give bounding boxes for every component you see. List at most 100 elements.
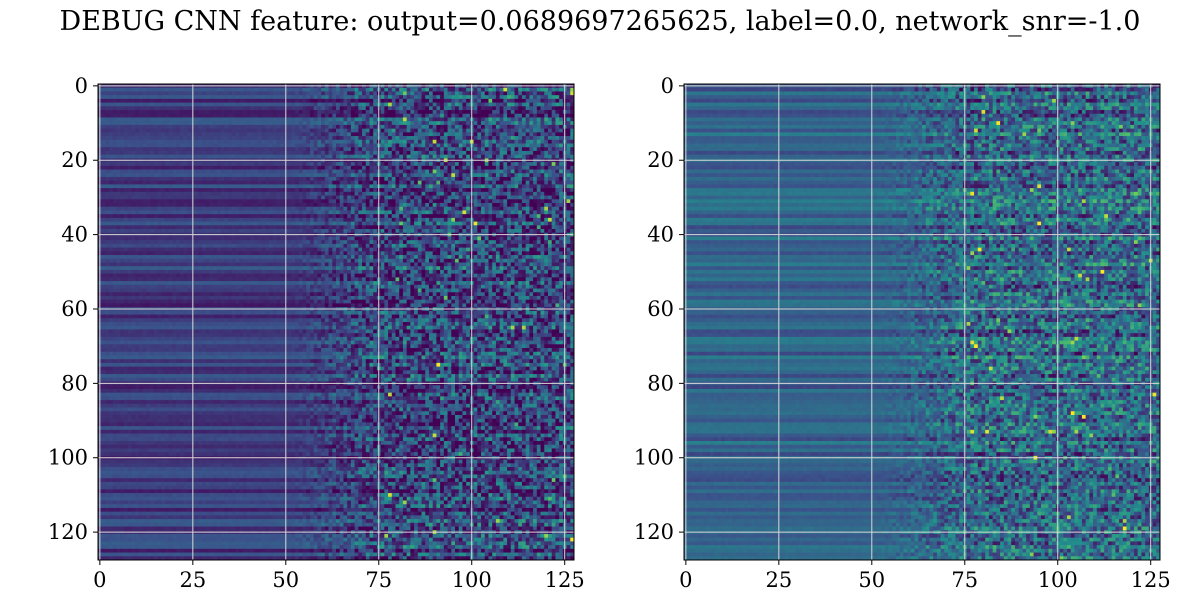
- heatmap-cell: [321, 154, 326, 159]
- heatmap-cell: [358, 173, 363, 178]
- heatmap-cell: [142, 184, 147, 189]
- heatmap-cell: [507, 221, 512, 226]
- heatmap-cell: [309, 199, 315, 204]
- heatmap-cell: [257, 180, 263, 185]
- heatmap-cell: [566, 195, 571, 200]
- heatmap-cell: [209, 165, 214, 170]
- heatmap-cell: [287, 102, 292, 107]
- heatmap-cell: [510, 150, 515, 156]
- heatmap-cell: [336, 132, 341, 137]
- heatmap-cell: [521, 206, 527, 211]
- heatmap-cell: [510, 162, 515, 167]
- heatmap-cell: [324, 191, 329, 196]
- heatmap-cell: [570, 117, 575, 122]
- heatmap-cell: [209, 210, 214, 215]
- heatmap-cell: [466, 143, 471, 148]
- heatmap-cell: [350, 162, 355, 167]
- heatmap-cell: [551, 143, 556, 148]
- heatmap-cell: [473, 117, 478, 122]
- heatmap-cell: [507, 176, 512, 182]
- heatmap-cell: [161, 191, 166, 196]
- heatmap-cell: [243, 91, 248, 96]
- heatmap-cell: [291, 188, 296, 193]
- heatmap-cell: [414, 139, 419, 144]
- heatmap-cell: [176, 225, 181, 230]
- heatmap-cell: [540, 184, 545, 189]
- heatmap-cell: [481, 221, 486, 226]
- heatmap-cell: [507, 110, 512, 115]
- heatmap-cell: [514, 132, 519, 137]
- heatmap-cell: [120, 221, 125, 226]
- heatmap-cell: [451, 143, 456, 148]
- heatmap-cell: [280, 214, 285, 219]
- heatmap-cell: [124, 169, 129, 174]
- heatmap-cell: [402, 150, 408, 156]
- heatmap-cell: [202, 147, 207, 152]
- heatmap-cell: [239, 147, 244, 152]
- heatmap-cell: [443, 106, 448, 111]
- heatmap-cell: [336, 147, 341, 152]
- heatmap-cell: [254, 124, 259, 130]
- heatmap-cell: [224, 139, 229, 144]
- heatmap-cell: [116, 165, 121, 170]
- heatmap-cell: [473, 199, 478, 204]
- heatmap-cell: [432, 95, 437, 100]
- heatmap-cell: [101, 136, 106, 141]
- heatmap-cell: [481, 225, 486, 230]
- heatmap-cell: [518, 139, 523, 144]
- heatmap-cell: [525, 132, 530, 137]
- heatmap-cell: [566, 87, 571, 92]
- heatmap-cell: [302, 128, 307, 133]
- heatmap-cell: [518, 169, 523, 174]
- heatmap-cell: [495, 214, 501, 219]
- heatmap-cell: [131, 221, 136, 226]
- heatmap-cell: [138, 214, 144, 219]
- heatmap-cell: [309, 184, 315, 189]
- heatmap-cell: [194, 106, 199, 111]
- heatmap-cell: [101, 210, 106, 215]
- heatmap-cell: [414, 136, 419, 141]
- heatmap-cell: [280, 191, 285, 196]
- heatmap-cell: [328, 128, 333, 133]
- heatmap-cell: [183, 113, 188, 118]
- heatmap-cell: [362, 191, 367, 196]
- heatmap-cell: [566, 95, 571, 100]
- heatmap-cell: [135, 225, 140, 230]
- heatmap-cell: [276, 87, 281, 92]
- heatmap-cell: [250, 203, 255, 208]
- heatmap-cell: [347, 150, 352, 156]
- heatmap-cell: [324, 203, 329, 208]
- heatmap-cell: [202, 180, 207, 185]
- heatmap-cell: [458, 225, 463, 230]
- heatmap-cell: [458, 132, 463, 137]
- heatmap-cell: [362, 113, 367, 118]
- heatmap-cell: [518, 113, 523, 118]
- heatmap-cell: [410, 195, 415, 200]
- heatmap-cell: [477, 121, 482, 126]
- heatmap-cell: [551, 162, 556, 167]
- heatmap-cell: [547, 147, 553, 152]
- heatmap-cell: [269, 113, 274, 118]
- heatmap-cell: [168, 184, 173, 189]
- heatmap-cell: [484, 110, 489, 115]
- heatmap-cell: [466, 221, 471, 226]
- heatmap-cell: [428, 214, 434, 219]
- heatmap-cell: [161, 206, 166, 211]
- heatmap-cell: [101, 195, 106, 200]
- heatmap-cell: [510, 147, 515, 152]
- heatmap-cell: [540, 106, 545, 111]
- heatmap-cell: [217, 191, 222, 196]
- heatmap-cell: [399, 195, 404, 200]
- heatmap-cell: [239, 91, 244, 96]
- heatmap-cell: [466, 165, 471, 170]
- heatmap-cell: [402, 95, 408, 100]
- heatmap-cell: [495, 203, 501, 208]
- heatmap-cell: [280, 95, 285, 100]
- heatmap-cell: [425, 191, 430, 196]
- heatmap-cell: [243, 195, 248, 200]
- heatmap-cell: [194, 214, 199, 219]
- heatmap-cell: [328, 206, 333, 211]
- heatmap-cell: [213, 210, 218, 215]
- heatmap-cell: [135, 117, 140, 122]
- heatmap-cell: [432, 191, 437, 196]
